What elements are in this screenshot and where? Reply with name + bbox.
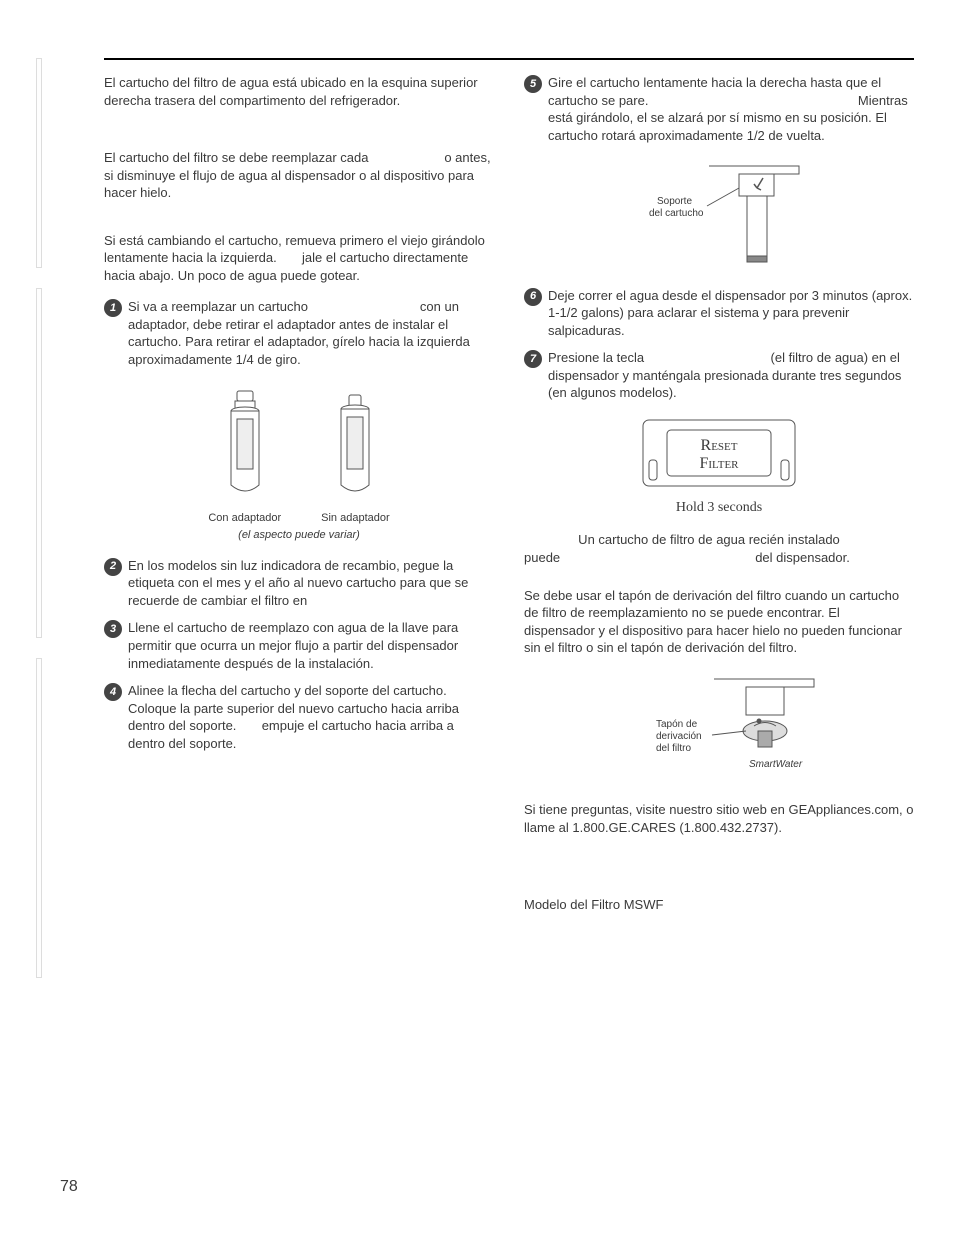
step-3-text: Llene el cartucho de reemplazo con agua … — [128, 619, 494, 672]
cartridge-note: (el aspecto puede variar) — [104, 528, 494, 543]
step-7-text: Presione la tecla (el filtro de agua) en… — [548, 349, 914, 402]
reset-filter-illustration: Reset Filter Hold 3 seconds — [524, 416, 914, 517]
step-5-text: Gire el cartucho lentamente hacia la der… — [548, 74, 914, 144]
svg-text:derivación: derivación — [656, 731, 702, 742]
replace-note: Si está cambiando el cartucho, remueva p… — [104, 232, 494, 285]
contact-text: Si tiene preguntas, visite nuestro sitio… — [524, 801, 914, 836]
top-rule — [104, 58, 914, 60]
step-number-icon: 1 — [104, 299, 122, 317]
step-number-icon: 6 — [524, 288, 542, 306]
reset-text-1: Reset — [701, 437, 738, 454]
holder-illustration: Soporte del cartucho — [524, 156, 914, 281]
svg-text:del filtro: del filtro — [656, 743, 691, 754]
reset-text-2: Filter — [699, 455, 739, 472]
step-3: 3 Llene el cartucho de reemplazo con agu… — [104, 619, 494, 672]
step-4: 4 Alinee la flecha del cartucho y del so… — [104, 682, 494, 752]
svg-text:Tapón de: Tapón de — [656, 719, 698, 730]
model-text: Modelo del Filtro MSWF — [524, 896, 914, 914]
step-number-icon: 3 — [104, 620, 122, 638]
bypass-text: Se debe usar el tapón de derivación del … — [524, 587, 914, 657]
replace-intro: El cartucho del filtro se debe reemplaza… — [104, 149, 494, 202]
left-column: El cartucho del filtro de agua está ubic… — [104, 74, 494, 928]
cartridge-illustration: Con adaptador Sin adaptador — [104, 385, 494, 526]
step-1-text: Si va a reemplazar un cartucho con un ad… — [128, 298, 494, 368]
new-cartridge-note: Un cartucho de filtro de agua recién ins… — [524, 531, 914, 566]
step-6-text: Deje correr el agua desde el dispensador… — [548, 287, 914, 340]
step-6: 6 Deje correr el agua desde el dispensad… — [524, 287, 914, 340]
page-number: 78 — [60, 1176, 78, 1198]
intro-text: El cartucho del filtro de agua está ubic… — [104, 74, 494, 109]
step-5: 5 Gire el cartucho lentamente hacia la d… — [524, 74, 914, 144]
right-column: 5 Gire el cartucho lentamente hacia la d… — [524, 74, 914, 928]
step-1: 1 Si va a reemplazar un cartucho con un … — [104, 298, 494, 368]
step-number-icon: 7 — [524, 350, 542, 368]
with-adapter-label: Con adaptador — [208, 511, 281, 526]
bypass-illustration: Tapón de derivación del filtro SmartWate… — [524, 671, 914, 786]
step-2: 2 En los modelos sin luz indicadora de r… — [104, 557, 494, 610]
step-number-icon: 5 — [524, 75, 542, 93]
step-number-icon: 2 — [104, 558, 122, 576]
step-4-text: Alinee la flecha del cartucho y del sopo… — [128, 682, 494, 752]
step-number-icon: 4 — [104, 683, 122, 701]
step-2-text: En los modelos sin luz indicadora de rec… — [128, 557, 494, 610]
svg-text:Soporte: Soporte — [657, 196, 692, 207]
step-7: 7 Presione la tecla (el filtro de agua) … — [524, 349, 914, 402]
svg-text:SmartWater: SmartWater — [749, 759, 803, 770]
hold-3-seconds: Hold 3 seconds — [524, 499, 914, 518]
without-adapter-label: Sin adaptador — [321, 511, 390, 526]
svg-text:del cartucho: del cartucho — [649, 208, 704, 219]
